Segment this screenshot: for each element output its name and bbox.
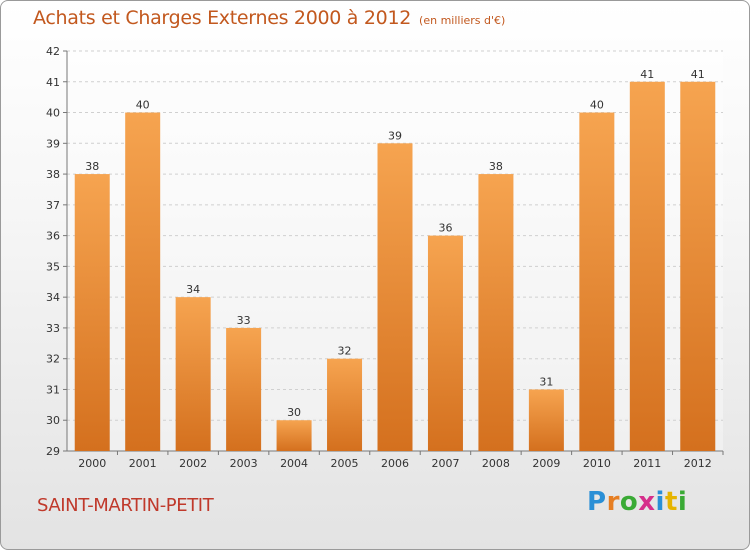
x-tick-label: 2009 — [532, 457, 560, 470]
bar — [427, 235, 463, 451]
data-label: 31 — [539, 375, 553, 388]
data-label: 34 — [186, 283, 200, 296]
data-label: 40 — [136, 99, 150, 112]
y-tick-label: 34 — [46, 291, 60, 304]
x-tick-label: 2006 — [381, 457, 409, 470]
y-tick-label: 37 — [46, 199, 60, 212]
x-tick-label: 2008 — [482, 457, 510, 470]
x-tick-label: 2005 — [331, 457, 359, 470]
logo-letter: i — [677, 487, 688, 517]
y-tick-label: 39 — [46, 137, 60, 150]
bar — [74, 174, 110, 452]
chart-title: Achats et Charges Externes 2000 à 2012 (e… — [33, 7, 505, 29]
bar — [125, 112, 161, 452]
data-label: 41 — [640, 68, 654, 81]
y-tick-label: 33 — [46, 322, 60, 335]
x-tick-label: 2007 — [431, 457, 459, 470]
y-tick-label: 35 — [46, 260, 60, 273]
data-label: 40 — [590, 99, 604, 112]
x-tick-label: 2012 — [684, 457, 712, 470]
x-tick-label: 2000 — [78, 457, 106, 470]
logo-letter: P — [587, 487, 607, 517]
bar — [579, 112, 615, 452]
bar — [680, 81, 716, 452]
data-label: 38 — [85, 160, 99, 173]
bar — [478, 174, 514, 452]
bar — [175, 297, 211, 451]
y-tick-label: 30 — [46, 414, 60, 427]
data-label: 41 — [691, 68, 705, 81]
y-tick-label: 38 — [46, 168, 60, 181]
data-label: 36 — [438, 222, 452, 235]
bar — [629, 81, 665, 452]
x-tick-label: 2003 — [230, 457, 258, 470]
location-name: SAINT-MARTIN-PETIT — [37, 495, 214, 516]
logo-letter: i — [655, 487, 665, 517]
data-label: 39 — [388, 129, 402, 142]
data-label: 33 — [237, 314, 251, 327]
data-label: 38 — [489, 160, 503, 173]
y-tick-label: 42 — [46, 45, 60, 58]
y-tick-label: 29 — [46, 445, 60, 458]
y-tick-label: 40 — [46, 107, 60, 120]
logo-letter: o — [619, 487, 639, 517]
data-label: 30 — [287, 406, 301, 419]
x-tick-label: 2010 — [583, 457, 611, 470]
logo-letter: t — [664, 487, 678, 517]
logo-letter: r — [606, 487, 620, 517]
x-tick-label: 2004 — [280, 457, 308, 470]
y-tick-label: 41 — [46, 76, 60, 89]
y-tick-label: 31 — [46, 383, 60, 396]
bar — [276, 420, 312, 451]
proxiti-logo: Proxiti — [587, 487, 687, 517]
chart-title-text: Achats et Charges Externes 2000 à 2012 — [33, 7, 412, 29]
bar — [327, 358, 363, 451]
x-tick-label: 2001 — [129, 457, 157, 470]
data-label: 32 — [338, 345, 352, 358]
chart-subtitle: (en milliers d'€) — [419, 14, 506, 27]
x-tick-label: 2011 — [633, 457, 661, 470]
logo-letter: x — [638, 487, 656, 517]
bar — [226, 327, 262, 451]
y-tick-label: 32 — [46, 353, 60, 366]
y-tick-label: 36 — [46, 230, 60, 243]
bar — [377, 143, 413, 452]
bar — [528, 389, 564, 451]
x-tick-label: 2002 — [179, 457, 207, 470]
